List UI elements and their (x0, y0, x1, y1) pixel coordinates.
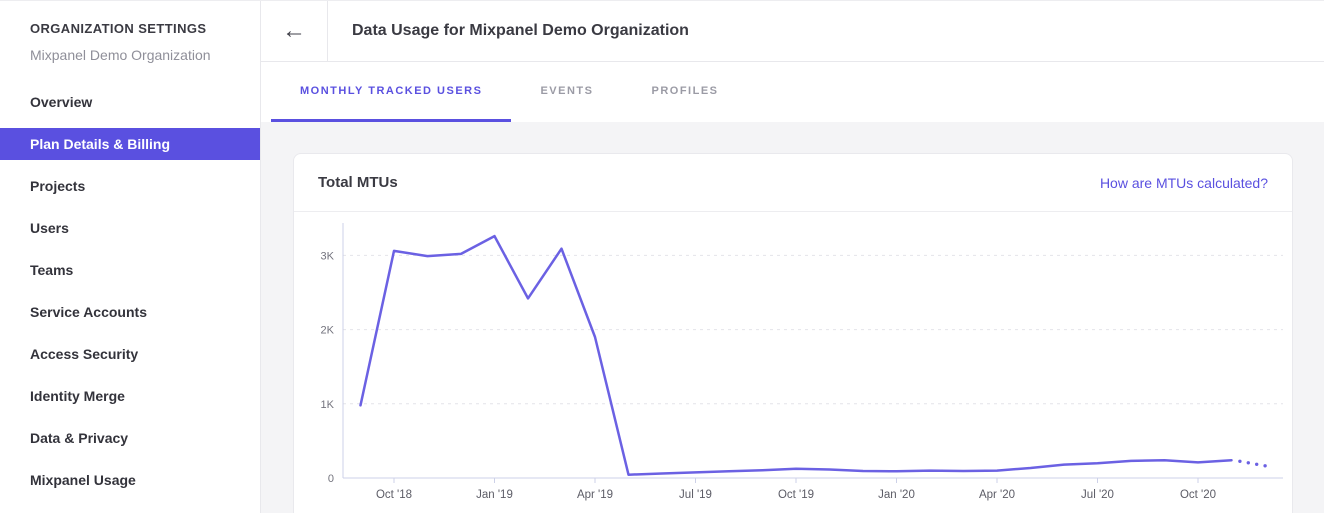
tab-label: PROFILES (651, 84, 719, 97)
svg-text:Jan '20: Jan '20 (878, 489, 915, 501)
sidebar-item-label: Data & Privacy (30, 430, 129, 446)
sidebar-title: ORGANIZATION SETTINGS (30, 21, 207, 36)
card-title: Total MTUs (318, 174, 398, 191)
sidebar-item-label: Identity Merge (30, 388, 125, 404)
svg-text:3K: 3K (321, 250, 335, 262)
sidebar-item-users[interactable]: Users (0, 212, 260, 244)
svg-text:Apr '20: Apr '20 (979, 489, 1015, 501)
svg-text:1K: 1K (321, 399, 335, 411)
sidebar-item-label: Overview (30, 94, 93, 110)
back-button[interactable]: ← (261, 1, 328, 61)
sidebar-item-service-accounts[interactable]: Service Accounts (0, 296, 260, 328)
svg-text:Jul '19: Jul '19 (679, 489, 712, 501)
sidebar-item-identity-merge[interactable]: Identity Merge (0, 380, 260, 412)
svg-text:0: 0 (328, 473, 334, 485)
sidebar-item-label: Service Accounts (30, 304, 147, 320)
tab-events[interactable]: EVENTS (511, 62, 622, 122)
svg-text:Oct '19: Oct '19 (778, 489, 814, 501)
svg-text:Apr '19: Apr '19 (577, 489, 613, 501)
sidebar-item-label: Teams (30, 262, 74, 278)
main-area: ← Data Usage for Mixpanel Demo Organizat… (261, 1, 1324, 513)
sidebar-item-teams[interactable]: Teams (0, 254, 260, 286)
tab-label: MONTHLY TRACKED USERS (300, 84, 483, 97)
tab-monthly-tracked-users[interactable]: MONTHLY TRACKED USERS (271, 62, 512, 122)
sidebar-item-label: Mixpanel Usage (30, 472, 136, 488)
tab-profiles[interactable]: PROFILES (622, 62, 747, 122)
svg-text:2K: 2K (321, 325, 335, 337)
sidebar-item-access-security[interactable]: Access Security (0, 338, 260, 370)
sidebar-item-label: Projects (30, 178, 86, 194)
svg-text:Jul '20: Jul '20 (1081, 489, 1114, 501)
sidebar-item-label: Plan Details & Billing (30, 136, 171, 152)
page-header: ← Data Usage for Mixpanel Demo Organizat… (261, 1, 1324, 62)
svg-text:Jan '19: Jan '19 (476, 489, 513, 501)
page-title: Data Usage for Mixpanel Demo Organizatio… (352, 22, 689, 39)
sidebar-item-label: Users (30, 220, 69, 236)
sidebar-item-data-privacy[interactable]: Data & Privacy (0, 422, 260, 454)
organization-name: Mixpanel Demo Organization (30, 47, 211, 63)
sidebar-item-label: Access Security (30, 346, 139, 362)
sidebar-header: ORGANIZATION SETTINGS Mixpanel Demo Orga… (0, 1, 260, 63)
svg-text:Oct '20: Oct '20 (1180, 489, 1216, 501)
mtu-line-chart: 0 1K 2K 3K Oct '18 Jan '19 Apr '19 Jul '19 Oct '… (321, 223, 1283, 501)
back-arrow-icon: ← (282, 17, 306, 44)
card-header: Total MTUs How are MTUs calculated? (294, 154, 1292, 212)
tab-bar: MONTHLY TRACKED USERS EVENTS PROFILES (261, 62, 1324, 122)
sidebar: ORGANIZATION SETTINGS Mixpanel Demo Orga… (0, 1, 261, 513)
mtu-help-link[interactable]: How are MTUs calculated? (1099, 174, 1268, 191)
sidebar-item-projects[interactable]: Projects (0, 170, 260, 202)
svg-text:Oct '18: Oct '18 (376, 489, 412, 501)
total-mtus-card: Total MTUs How are MTUs calculated? 0 1K 2… (293, 153, 1293, 513)
sidebar-nav: Overview Plan Details & Billing Projects… (0, 86, 260, 496)
tab-label: EVENTS (540, 84, 594, 97)
sidebar-item-overview[interactable]: Overview (0, 86, 260, 118)
sidebar-item-plan-details-billing[interactable]: Plan Details & Billing (0, 128, 260, 160)
sidebar-item-mixpanel-usage[interactable]: Mixpanel Usage (0, 464, 260, 496)
content-area: Total MTUs How are MTUs calculated? 0 1K 2… (261, 122, 1324, 513)
